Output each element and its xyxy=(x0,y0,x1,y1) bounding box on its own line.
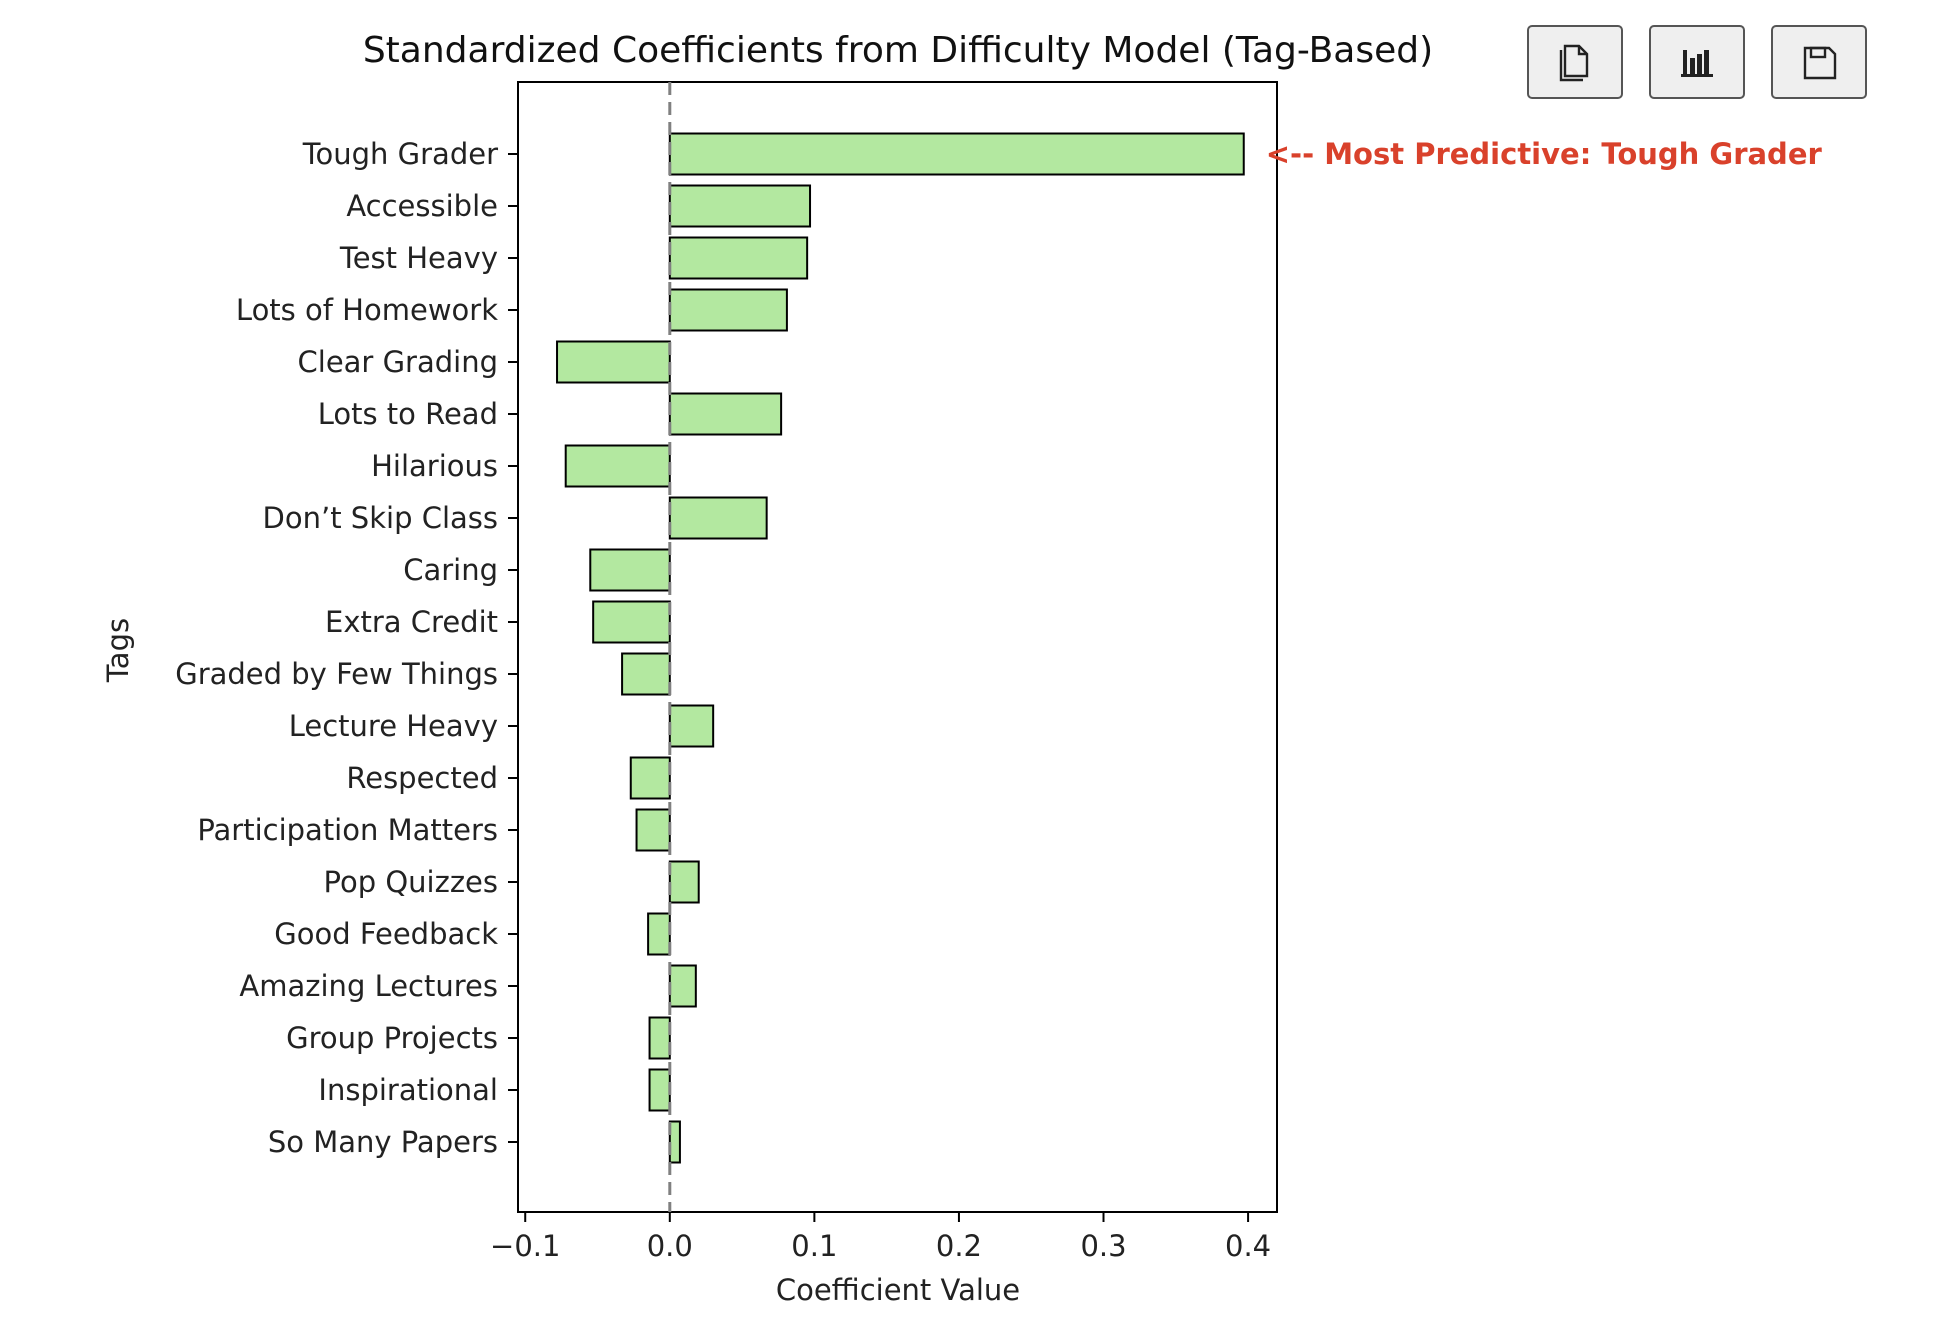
bar-7 xyxy=(668,496,768,540)
save-button[interactable] xyxy=(1771,25,1867,99)
toolbar xyxy=(1527,25,1867,99)
bar-0 xyxy=(668,132,1245,176)
x-tick-label-2: 0.1 xyxy=(791,1229,837,1263)
bar-11 xyxy=(668,704,715,748)
chart-button[interactable] xyxy=(1649,25,1745,99)
x-tick-label-4: 0.3 xyxy=(1080,1229,1126,1263)
bar-3 xyxy=(668,288,788,332)
bar-8 xyxy=(589,548,671,592)
y-tick-label-4: Clear Grading xyxy=(298,345,498,379)
bar-2 xyxy=(668,236,809,280)
y-tick-label-14: Pop Quizzes xyxy=(324,865,498,899)
y-tick-label-18: Inspirational xyxy=(318,1073,498,1107)
bar-18 xyxy=(648,1068,671,1112)
x-tick-label-5: 0.4 xyxy=(1225,1229,1271,1263)
y-tick-label-11: Lecture Heavy xyxy=(289,709,498,743)
copy-button[interactable] xyxy=(1527,25,1623,99)
y-tick-label-0: Tough Grader xyxy=(302,137,498,171)
x-tick-label-1: 0.0 xyxy=(647,1229,693,1263)
y-tick-label-16: Amazing Lectures xyxy=(239,969,498,1003)
y-tick-label-15: Good Feedback xyxy=(274,917,498,951)
floppy-disk-icon xyxy=(1803,46,1837,80)
bar-15 xyxy=(647,912,671,956)
y-tick-label-13: Participation Matters xyxy=(197,813,498,847)
y-tick-label-8: Caring xyxy=(403,553,498,587)
bar-5 xyxy=(668,392,783,436)
x-axis-label: Coefficient Value xyxy=(776,1273,1020,1307)
bar-17 xyxy=(648,1016,671,1060)
chart-title: Standardized Coefficients from Difficult… xyxy=(363,30,1433,71)
copy-icon xyxy=(1559,44,1589,82)
bar-14 xyxy=(668,860,700,904)
y-tick-label-3: Lots of Homework xyxy=(236,293,498,327)
y-tick-label-7: Don’t Skip Class xyxy=(263,501,498,535)
y-tick-label-12: Respected xyxy=(346,761,498,795)
bar-chart-icon xyxy=(1681,50,1713,77)
bar-9 xyxy=(592,600,671,644)
y-tick-label-10: Graded by Few Things xyxy=(175,657,498,691)
y-tick-label-17: Group Projects xyxy=(286,1021,498,1055)
bar-13 xyxy=(635,808,671,852)
bar-6 xyxy=(564,444,671,488)
plot-area-frame xyxy=(517,81,1278,1213)
bar-1 xyxy=(668,184,812,228)
bar-16 xyxy=(668,964,697,1008)
y-axis-label: Tags xyxy=(101,618,135,683)
bar-19 xyxy=(668,1120,681,1164)
y-tick-label-19: So Many Papers xyxy=(268,1125,498,1159)
x-tick-label-0: −0.1 xyxy=(490,1229,560,1263)
bar-4 xyxy=(556,340,671,384)
y-tick-label-2: Test Heavy xyxy=(339,241,498,275)
y-tick-label-1: Accessible xyxy=(346,189,498,223)
annotation-most-predictive: <-- Most Predictive: Tough Grader xyxy=(1266,137,1823,171)
bar-12 xyxy=(629,756,671,800)
y-tick-label-5: Lots to Read xyxy=(318,397,498,431)
y-tick-label-6: Hilarious xyxy=(371,449,498,483)
x-tick-label-3: 0.2 xyxy=(936,1229,982,1263)
y-tick-label-9: Extra Credit xyxy=(325,605,498,639)
bar-10 xyxy=(621,652,671,696)
